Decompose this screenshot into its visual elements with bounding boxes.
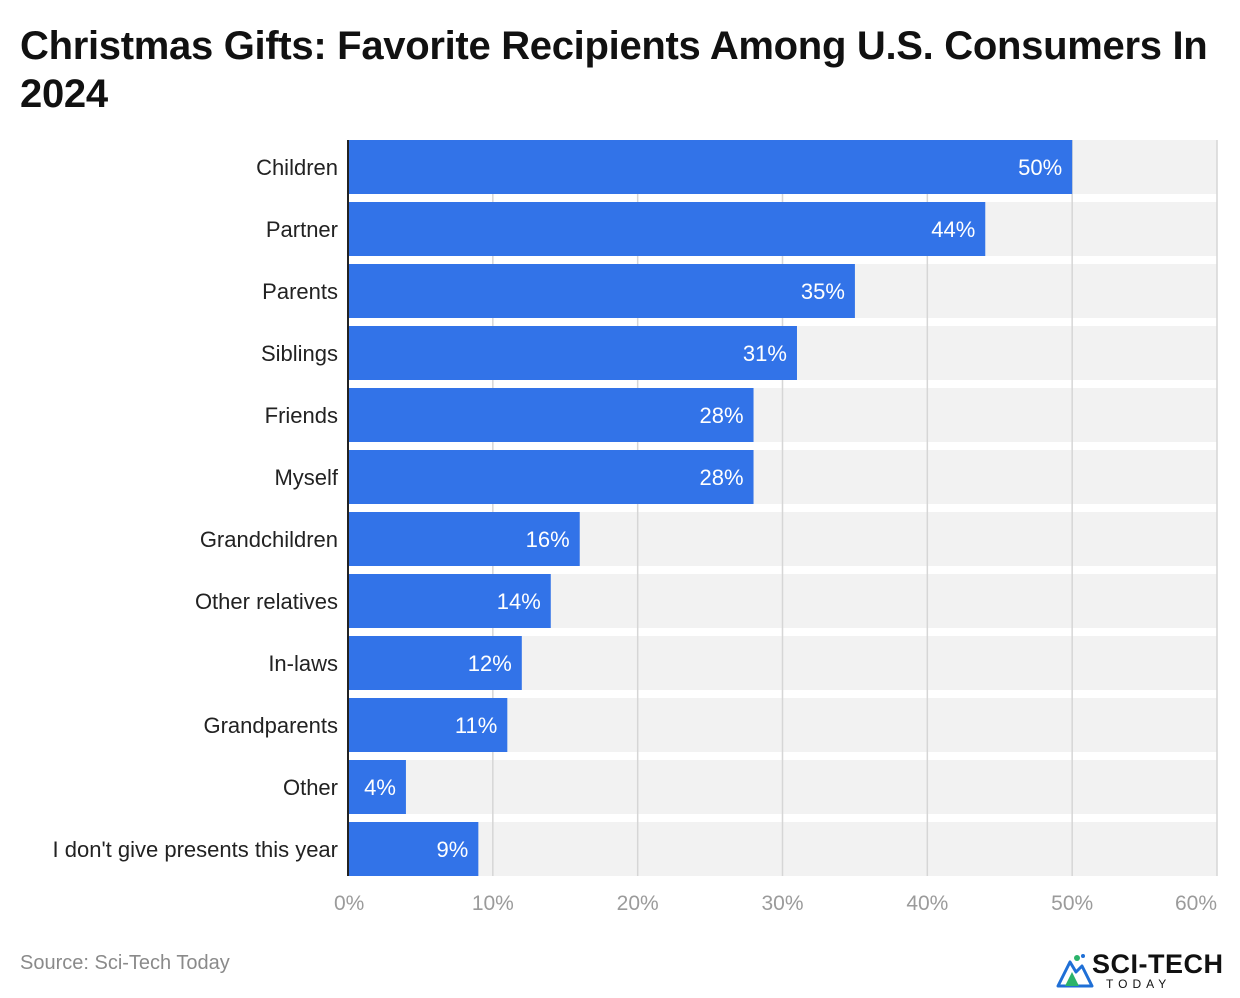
x-tick-label: 0%: [334, 892, 364, 915]
category-label: Other: [283, 775, 338, 800]
category-label: Myself: [274, 465, 338, 490]
category-label: Grandchildren: [200, 527, 338, 552]
x-tick-label: 50%: [1051, 892, 1093, 915]
data-label: 28%: [699, 403, 743, 428]
data-label: 9%: [437, 837, 469, 862]
x-tick-label: 40%: [906, 892, 948, 915]
bar: [348, 450, 754, 504]
data-label: 31%: [743, 341, 787, 366]
logo-subtitle: TODAY: [1106, 977, 1172, 991]
data-label: 35%: [801, 279, 845, 304]
bar: [348, 140, 1073, 194]
logo-name: SCI-TECH: [1092, 949, 1224, 979]
category-label: Siblings: [261, 341, 338, 366]
x-tick-label: 10%: [472, 892, 514, 915]
sci-tech-logo: SCI-TECH TODAY: [1056, 946, 1236, 994]
data-label: 50%: [1018, 155, 1062, 180]
data-label: 4%: [364, 775, 396, 800]
bar: [348, 512, 580, 566]
bar-chart: Children 50% Partner 44% Parents 35% Siblings 3…: [53, 140, 1218, 915]
x-tick-label: 60%: [1175, 892, 1217, 915]
category-label: In-laws: [268, 651, 338, 676]
bar: [348, 698, 508, 752]
category-label: Friends: [265, 403, 338, 428]
bar: [348, 388, 754, 442]
bar: [348, 326, 797, 380]
bar: [348, 264, 855, 318]
data-label: 44%: [931, 217, 975, 242]
x-tick-label: 30%: [761, 892, 803, 915]
sci-tech-mountain-logo-icon: [1056, 954, 1094, 988]
category-label: Children: [256, 155, 338, 180]
category-label: Other relatives: [195, 589, 338, 614]
category-label: Partner: [266, 217, 338, 242]
chart-title: Christmas Gifts: Favorite Recipients Amo…: [20, 24, 1208, 116]
source-note: Source: Sci-Tech Today: [20, 952, 230, 974]
category-label: Parents: [262, 279, 338, 304]
data-label: 11%: [455, 713, 497, 738]
bar: [348, 636, 522, 690]
data-label: 16%: [526, 527, 570, 552]
bar: [348, 202, 986, 256]
data-label: 12%: [468, 651, 512, 676]
data-label: 14%: [497, 589, 541, 614]
category-label: Grandparents: [203, 713, 338, 738]
bar: [348, 822, 479, 876]
x-tick-label: 20%: [617, 892, 659, 915]
bar: [348, 574, 551, 628]
bar: [348, 760, 406, 814]
category-label: I don't give presents this year: [53, 837, 338, 862]
data-label: 28%: [699, 465, 743, 490]
